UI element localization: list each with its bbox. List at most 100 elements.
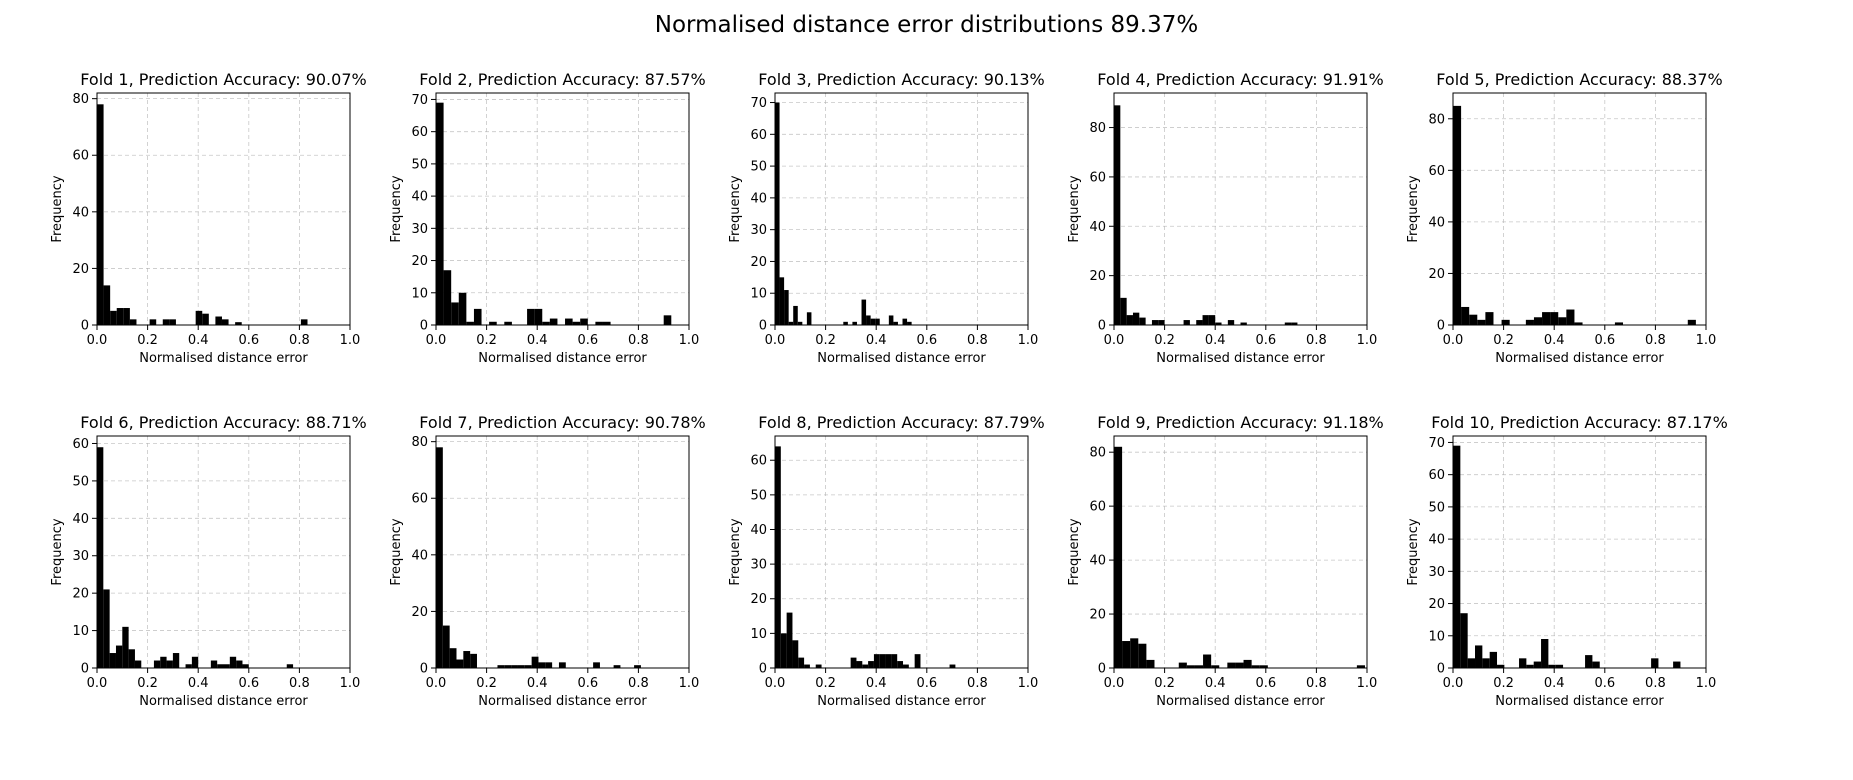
histogram-bar [1533,661,1542,668]
y-tick-label: 70 [1428,436,1445,451]
y-tick-label: 0 [759,662,767,677]
x-tick-label: 0.0 [1443,676,1464,691]
x-tick-label: 0.0 [1104,676,1125,691]
histogram-bar [1235,662,1244,668]
histogram-bar [1592,661,1600,668]
x-axis-label: Normalised distance error [817,351,986,366]
histogram-bar [775,446,781,668]
histogram-bar [103,285,111,325]
y-tick-label: 60 [1089,170,1106,185]
histogram-bar [1211,665,1220,668]
histogram-bar [195,310,203,325]
x-axis-label: Normalised distance error [1156,694,1325,709]
x-tick-label: 0.4 [1544,333,1565,348]
x-tick-label: 0.6 [238,333,259,348]
histogram-bar [558,662,566,668]
histogram-bar [473,308,482,325]
histogram-bar [1469,314,1478,325]
histogram-bar [531,656,539,668]
axes-frame [1452,435,1707,669]
histogram-bar [870,318,876,325]
x-tick-label: 0.2 [137,676,158,691]
histogram-bar [524,665,532,668]
x-tick-label: 0.2 [1493,676,1514,691]
histogram-bar [1687,319,1696,325]
histogram-bar [128,649,135,668]
x-tick-label: 0.4 [866,676,887,691]
x-tick-label: 0.0 [426,333,447,348]
y-tick-label: 40 [1428,215,1445,230]
histogram-bar [463,651,471,668]
y-tick-label: 60 [750,454,767,469]
histogram-bar [436,447,443,668]
x-tick-label: 0.8 [289,676,310,691]
histogram-bar [115,645,123,668]
histogram-bar [804,664,810,668]
subplot-title: Fold 6, Prediction Accuracy: 88.71% [80,413,366,432]
y-tick-label: 40 [1089,554,1106,569]
y-tick-label: 60 [1428,164,1445,179]
y-tick-label: 0 [420,662,428,677]
y-tick-label: 50 [750,488,767,503]
y-tick-label: 60 [1428,468,1445,483]
histogram-bar [866,315,871,325]
y-tick-label: 50 [411,157,428,172]
x-tick-label: 0.6 [238,676,259,691]
y-tick-label: 80 [411,435,428,450]
y-tick-label: 0 [759,319,767,334]
histogram-bar [1251,665,1260,668]
y-tick-label: 10 [1428,629,1445,644]
x-tick-label: 0.6 [1594,676,1615,691]
y-tick-label: 40 [72,512,89,527]
histogram-bar [1227,662,1236,668]
histogram-bar [1453,105,1462,325]
histogram-bar [451,302,459,325]
y-tick-label: 80 [72,92,89,107]
histogram-bar [914,654,921,668]
x-tick-label: 0.8 [1645,676,1666,691]
histogram-bar [1215,322,1222,325]
histogram-bar [873,654,880,668]
histogram-bar [1208,315,1216,325]
x-tick-label: 0.0 [426,676,447,691]
y-tick-label: 80 [1089,446,1106,461]
histogram-bar [1574,322,1583,325]
histogram-bar [1477,319,1486,325]
histogram-bar [1550,312,1559,325]
y-axis-label: Frequency [1406,518,1421,585]
y-tick-label: 50 [1428,500,1445,515]
subplot-9: 0.0 0.2 0.4 0.6 0.8 1.0 0 20 40 60 80 Fold 9, Predi… [1067,413,1384,709]
histogram-bar [580,318,588,325]
histogram-bar [1460,613,1468,668]
histogram-bar [806,312,812,325]
histogram-bar [1614,322,1624,325]
histogram-bar [1122,641,1131,668]
subplot-4: 0.0 0.2 0.4 0.6 0.8 1.0 0 20 40 60 80 Fold 4, Predi… [1067,70,1384,366]
y-tick-label: 80 [1089,121,1106,136]
subplot-title: Fold 2, Prediction Accuracy: 87.57% [419,70,705,89]
histogram-bar [797,321,803,325]
axes-frame [96,435,351,669]
histogram-bar [1139,317,1146,325]
histogram-bar [185,664,192,668]
x-tick-label: 1.0 [679,676,700,691]
histogram-bar [236,660,243,668]
histogram-bar [1183,320,1190,325]
axes-frame [1113,435,1368,669]
histogram-bar [470,653,477,668]
y-tick-label: 70 [750,96,767,111]
histogram-bar [109,653,116,668]
x-tick-label: 1.0 [1018,333,1039,348]
x-tick-label: 0.6 [1594,333,1615,348]
y-tick-label: 60 [411,492,428,507]
y-tick-label: 20 [411,605,428,620]
histogram-bar [456,659,464,668]
histogram-bar [663,315,672,325]
histogram-bar [300,319,308,325]
subplot-title: Fold 5, Prediction Accuracy: 88.37% [1436,70,1722,89]
y-tick-label: 30 [750,223,767,238]
histogram-bar [1485,312,1494,325]
histogram-bar [1158,320,1165,325]
histogram-bar [1114,105,1121,325]
histogram-bar [169,319,176,325]
